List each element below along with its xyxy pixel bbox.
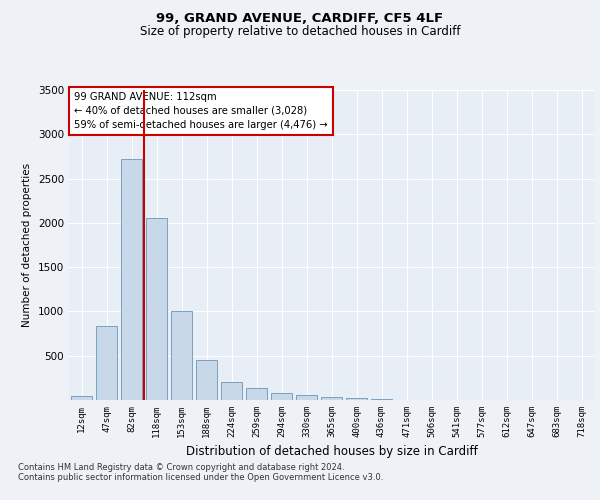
Bar bbox=[296, 394, 317, 400]
Bar bbox=[71, 396, 92, 400]
Bar bbox=[321, 398, 342, 400]
Bar bbox=[346, 398, 367, 400]
Bar bbox=[146, 218, 167, 400]
Text: Size of property relative to detached houses in Cardiff: Size of property relative to detached ho… bbox=[140, 25, 460, 38]
X-axis label: Distribution of detached houses by size in Cardiff: Distribution of detached houses by size … bbox=[185, 446, 478, 458]
Bar bbox=[221, 382, 242, 400]
Y-axis label: Number of detached properties: Number of detached properties bbox=[22, 163, 32, 327]
Bar bbox=[271, 394, 292, 400]
Bar bbox=[96, 326, 117, 400]
Bar bbox=[121, 159, 142, 400]
Text: 99, GRAND AVENUE, CARDIFF, CF5 4LF: 99, GRAND AVENUE, CARDIFF, CF5 4LF bbox=[157, 12, 443, 26]
Text: Contains HM Land Registry data © Crown copyright and database right 2024.: Contains HM Land Registry data © Crown c… bbox=[18, 462, 344, 471]
Text: 99 GRAND AVENUE: 112sqm
← 40% of detached houses are smaller (3,028)
59% of semi: 99 GRAND AVENUE: 112sqm ← 40% of detache… bbox=[74, 92, 328, 130]
Bar bbox=[246, 388, 267, 400]
Text: Contains public sector information licensed under the Open Government Licence v3: Contains public sector information licen… bbox=[18, 472, 383, 482]
Bar bbox=[371, 399, 392, 400]
Bar bbox=[196, 360, 217, 400]
Bar bbox=[171, 312, 192, 400]
